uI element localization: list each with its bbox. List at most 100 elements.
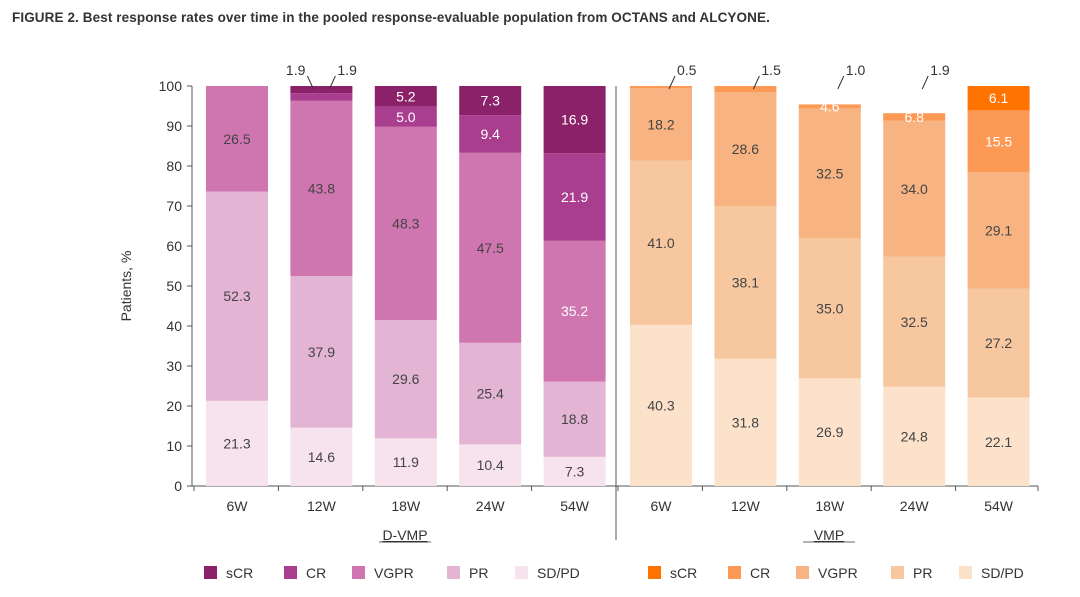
legend-label: VGPR (818, 565, 858, 581)
bar-segment-vmp-54w-vgpr (967, 172, 1030, 289)
data-label: 14.6 (308, 449, 335, 465)
bar-segment-d-vmp-24w-cr (459, 115, 522, 153)
x-tick-label: 6W (227, 498, 249, 514)
group-label-d-vmp: D-VMP (382, 527, 427, 543)
legend-label: SD/PD (981, 565, 1024, 581)
data-label: 32.5 (901, 314, 928, 330)
bar-segment-d-vmp-54w-sd-pd (543, 456, 606, 486)
group-label-vmp: VMP (814, 527, 844, 543)
data-label: 48.3 (392, 215, 419, 231)
x-tick-label: 54W (560, 498, 590, 514)
legend-swatch-dvmp-scr (204, 566, 217, 579)
bar-segment-d-vmp-24w-scr (459, 86, 522, 116)
bar-segment-d-vmp-6w-vgpr (206, 86, 268, 192)
bar-segment-vmp-18w-cr (798, 104, 861, 109)
callout-label: 1.5 (761, 62, 781, 78)
legend-swatch-vmp-vgpr (796, 566, 809, 579)
callout-label: 1.9 (930, 62, 950, 78)
data-label: 7.3 (565, 463, 585, 479)
legend-swatch-dvmp-sd-pd (515, 566, 528, 579)
data-label: 29.1 (985, 223, 1012, 239)
bar-segment-d-vmp-24w-sd-pd (459, 444, 522, 486)
bar-segment-d-vmp-18w-pr (374, 320, 437, 439)
bar-segment-d-vmp-18w-cr (374, 106, 437, 127)
legend-swatch-vmp-sd-pd (959, 566, 972, 579)
y-tick-label: 40 (166, 318, 182, 334)
legend-label: PR (913, 565, 932, 581)
bar-segment-vmp-6w-cr (630, 86, 692, 88)
legend-swatch-vmp-cr (728, 566, 741, 579)
legend-swatch-vmp-scr (648, 566, 661, 579)
legend-swatch-vmp-pr (891, 566, 904, 579)
x-tick-label: 18W (391, 498, 421, 514)
bar-segment-vmp-18w-sd-pd (798, 378, 861, 486)
data-label: 7.3 (480, 93, 500, 109)
data-label: 18.8 (561, 411, 588, 427)
data-label: 22.1 (985, 434, 1012, 450)
bar-segment-d-vmp-6w-sd-pd (206, 400, 268, 486)
data-label: 26.9 (816, 424, 843, 440)
data-label: 52.3 (223, 288, 250, 304)
x-tick-label: 6W (651, 498, 673, 514)
y-axis-title: Patients, % (118, 251, 134, 322)
bar-segment-d-vmp-12w-sd-pd (290, 427, 353, 486)
data-label: 4.6 (820, 98, 840, 114)
x-tick-label: 24W (900, 498, 930, 514)
data-label: 6.8 (904, 109, 924, 125)
bar-segment-vmp-12w-vgpr (714, 92, 777, 207)
bar-segment-d-vmp-24w-pr (459, 342, 522, 445)
bar-segment-vmp-54w-sd-pd (967, 397, 1030, 486)
callout-leader (668, 75, 676, 90)
callout-leader (328, 75, 336, 90)
legend-swatch-dvmp-vgpr (352, 566, 365, 579)
data-label: 47.5 (477, 240, 504, 256)
data-label: 26.5 (223, 131, 250, 147)
bar-segment-d-vmp-54w-vgpr (543, 240, 606, 382)
y-tick-label: 80 (166, 158, 182, 174)
y-tick-label: 0 (174, 478, 182, 494)
bar-segment-d-vmp-54w-cr (543, 153, 606, 241)
callout-label: 0.5 (677, 62, 697, 78)
bars (206, 86, 1030, 486)
data-label: 5.2 (396, 88, 416, 104)
legend-label: CR (750, 565, 770, 581)
x-tick-label: 18W (815, 498, 845, 514)
bar-segment-vmp-54w-cr (967, 110, 1030, 173)
data-label: 27.2 (985, 335, 1012, 351)
callout-leader (921, 75, 929, 90)
bar-segment-vmp-6w-sd-pd (630, 324, 692, 486)
callout-label: 1.9 (337, 62, 357, 78)
legend-label: sCR (226, 565, 253, 581)
data-label: 25.4 (477, 386, 504, 402)
legend: sCR CR VGPR PR SD/PD sCR CR VGPR PR SD/PD (204, 565, 1024, 581)
x-tick-label: 54W (984, 498, 1014, 514)
data-label: 28.6 (732, 141, 759, 157)
bar-segment-vmp-24w-cr (883, 113, 946, 121)
bar-segment-vmp-12w-sd-pd (714, 358, 777, 486)
bar-segment-d-vmp-18w-scr (374, 86, 437, 107)
bar-segment-vmp-18w-vgpr (798, 108, 861, 239)
data-label: 41.0 (647, 235, 674, 251)
legend-swatch-dvmp-cr (284, 566, 297, 579)
data-label: 34.0 (901, 181, 928, 197)
x-tick-label: 12W (307, 498, 337, 514)
y-tick-label: 20 (166, 398, 182, 414)
y-tick-label: 70 (166, 198, 182, 214)
data-label: 37.9 (308, 344, 335, 360)
data-label: 21.9 (561, 189, 588, 205)
callout-label: 1.0 (846, 62, 866, 78)
y-tick-label: 30 (166, 358, 182, 374)
axes: 0 10 20 30 40 50 60 70 80 90 100 Patients, % 6W 12W 18… (118, 78, 1039, 543)
bar-segment-d-vmp-6w-pr (206, 191, 268, 401)
bar-segment-vmp-6w-pr (630, 160, 692, 325)
bar-segment-vmp-54w-scr (967, 86, 1030, 111)
bar-segment-vmp-18w-pr (798, 238, 861, 379)
y-tick-label: 50 (166, 278, 182, 294)
bar-segment-vmp-24w-sd-pd (883, 386, 946, 486)
legend-swatch-dvmp-pr (447, 566, 460, 579)
callout-label: 1.9 (286, 62, 306, 78)
x-tick-label: 24W (476, 498, 506, 514)
data-label: 40.3 (647, 397, 674, 413)
callouts: 1.9 1.9 0.5 1.5 1.0 1.9 (286, 62, 950, 90)
data-label: 29.6 (392, 371, 419, 387)
